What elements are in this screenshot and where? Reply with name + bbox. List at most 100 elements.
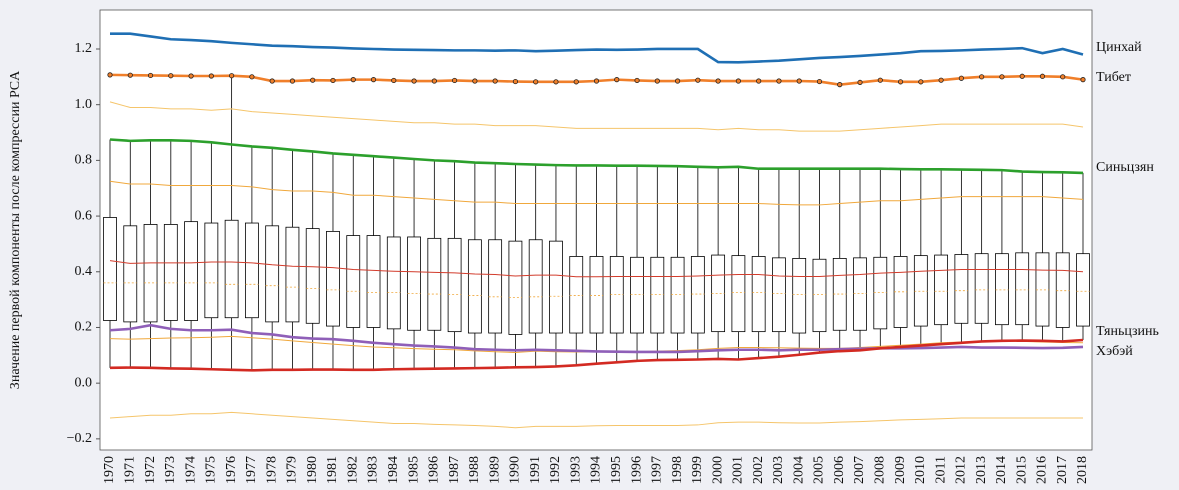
point (1060, 74, 1066, 80)
point (573, 79, 579, 85)
x-tick-label: 1975 (204, 456, 219, 484)
box (589, 256, 604, 334)
x-tick-label: 1972 (143, 456, 158, 484)
point (168, 73, 174, 79)
x-tick-label: 1990 (508, 456, 523, 484)
point (877, 77, 883, 83)
box (549, 240, 563, 334)
point (431, 78, 437, 84)
x-tick-label: 2004 (791, 456, 806, 484)
box (670, 256, 685, 334)
point (472, 78, 478, 84)
point (107, 72, 113, 78)
y-tick-label: 0.0 (75, 375, 93, 390)
x-tick-label: 1999 (690, 456, 705, 484)
box (974, 253, 989, 324)
series-label: Тяньцзинь (1096, 324, 1159, 339)
x-tick-label: 1983 (366, 456, 381, 484)
box (853, 257, 867, 331)
box (954, 254, 969, 324)
x-tick-label: 2012 (954, 456, 969, 484)
point (229, 73, 235, 79)
point (289, 78, 296, 84)
box (1015, 252, 1030, 326)
box (772, 257, 786, 333)
point (1039, 73, 1046, 79)
point (614, 77, 620, 83)
y-tick-label: 1.2 (75, 41, 93, 56)
x-tick-label: 1982 (345, 456, 360, 484)
x-tick-label: 1994 (589, 456, 604, 484)
point (715, 78, 721, 84)
box (407, 236, 421, 331)
box (427, 237, 442, 331)
x-tick-label: 1987 (447, 456, 462, 484)
point (208, 73, 214, 79)
x-tick-label: 1997 (650, 456, 665, 484)
series-line (109, 138, 1084, 175)
point (897, 79, 904, 85)
box (630, 256, 644, 334)
y-axis-label: Значение первой компоненты после компрес… (8, 70, 23, 389)
series-line (109, 338, 1084, 372)
box (569, 256, 584, 334)
point (512, 78, 519, 85)
box (346, 235, 361, 328)
x-tick-label: 1977 (244, 456, 259, 484)
box (508, 240, 523, 335)
point (188, 73, 194, 79)
x-tick-label: 1974 (183, 456, 198, 484)
box (995, 253, 1009, 326)
box (792, 258, 807, 334)
x-tick-label: 1979 (285, 456, 300, 484)
point (979, 74, 985, 80)
x-tick-label: 1978 (264, 456, 279, 484)
box (528, 239, 543, 334)
point (310, 77, 316, 83)
box (1035, 252, 1050, 327)
x-tick-label: 2017 (1055, 456, 1070, 484)
x-tick-label: 2001 (731, 456, 746, 484)
x-tick-label: 1984 (386, 456, 401, 484)
x-tick-label: 1981 (325, 456, 340, 484)
box (488, 239, 503, 334)
point (330, 77, 336, 84)
y-tick-label: 1.0 (75, 97, 93, 112)
point (411, 78, 417, 84)
x-tick-label: 2002 (751, 456, 766, 484)
y-tick-label: −0.2 (67, 431, 92, 446)
box (204, 222, 219, 319)
point (735, 78, 741, 84)
point (1080, 77, 1086, 83)
box (103, 217, 117, 321)
x-tick-label: 2013 (974, 456, 989, 484)
box (1055, 252, 1070, 328)
x-tick-label: 1991 (528, 456, 543, 484)
box (305, 228, 320, 324)
point (1019, 73, 1025, 79)
x-tick-label: 1989 (487, 456, 502, 484)
point (269, 78, 275, 84)
series-line (109, 101, 1084, 132)
point (999, 74, 1005, 80)
series-label: Тибет (1096, 70, 1131, 85)
box (873, 256, 888, 330)
series-line (109, 323, 1084, 354)
series-label: Хэбэй (1096, 344, 1133, 359)
box (467, 239, 482, 334)
box (366, 235, 381, 328)
y-tick-label: 0.4 (75, 264, 93, 279)
box (244, 222, 259, 319)
box (690, 256, 705, 334)
x-tick-label: 1971 (122, 456, 137, 484)
series-line (109, 180, 1084, 206)
point (918, 79, 924, 85)
x-tick-label: 1985 (406, 456, 421, 484)
x-tick-label: 1986 (427, 456, 442, 484)
point (593, 78, 600, 84)
box (184, 221, 198, 321)
box (934, 254, 949, 326)
x-tick-label: 1973 (163, 456, 178, 484)
box (731, 255, 746, 333)
